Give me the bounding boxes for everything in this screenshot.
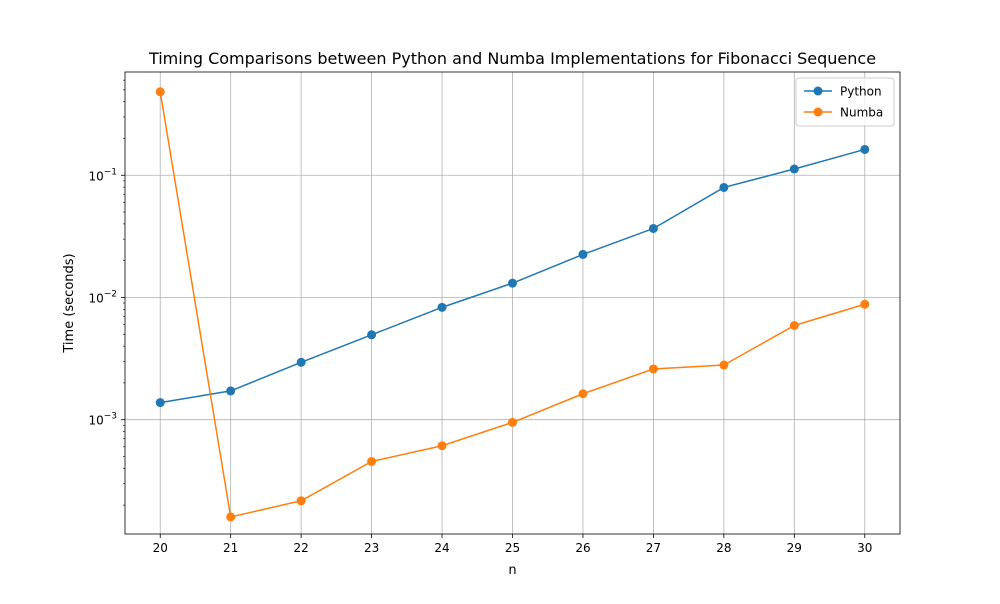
x-tick-label: 22 xyxy=(293,541,308,555)
data-point-python xyxy=(508,278,517,288)
x-tick-label: 29 xyxy=(787,541,802,555)
y-tick-label: 10−2 xyxy=(88,289,117,305)
x-tick-label: 28 xyxy=(716,541,731,555)
data-point-python xyxy=(648,223,658,233)
y-tick-label: 10−3 xyxy=(88,412,117,428)
data-point-numba xyxy=(648,364,658,374)
chart-title: Timing Comparisons between Python and Nu… xyxy=(148,49,876,68)
data-point-numba xyxy=(437,441,447,451)
legend-label: Python xyxy=(840,85,882,99)
x-tick-label: 26 xyxy=(575,541,590,555)
data-point-python xyxy=(860,144,870,154)
legend-label: Numba xyxy=(840,106,883,120)
data-point-python xyxy=(578,249,588,259)
series-layer xyxy=(155,87,870,522)
data-point-numba xyxy=(508,417,517,427)
data-point-numba xyxy=(155,87,165,97)
legend-marker xyxy=(813,107,823,117)
data-point-python xyxy=(226,386,236,396)
legend: Python Numba xyxy=(795,77,895,127)
x-axis-label: n xyxy=(508,563,516,578)
y-axis-label: Time (seconds) xyxy=(62,253,77,353)
data-point-numba xyxy=(578,389,588,399)
x-tick-label: 20 xyxy=(153,541,168,555)
legend-marker xyxy=(813,86,823,96)
data-point-python xyxy=(155,398,165,408)
data-point-numba xyxy=(367,456,377,466)
data-point-python xyxy=(719,182,729,192)
data-point-numba xyxy=(789,320,799,330)
data-point-numba xyxy=(860,299,870,309)
y-tick-label: 10−1 xyxy=(88,167,117,183)
x-tick-label: 25 xyxy=(505,541,520,555)
tick-layer: 20 21 22 23 24 25 26 27 28 29 30 10−3 10−2 10−1 xyxy=(88,79,872,555)
data-point-python xyxy=(367,330,377,340)
data-point-python xyxy=(296,357,306,367)
x-tick-label: 27 xyxy=(646,541,661,555)
data-point-python xyxy=(437,302,447,312)
x-tick-label: 21 xyxy=(223,541,238,555)
plot-frame xyxy=(124,71,901,535)
x-tick-label: 30 xyxy=(857,541,872,555)
grid-layer xyxy=(125,72,900,534)
data-point-numba xyxy=(226,512,236,522)
data-point-numba xyxy=(719,360,729,370)
data-point-python xyxy=(789,164,799,174)
x-tick-label: 23 xyxy=(364,541,379,555)
x-tick-label: 24 xyxy=(434,541,449,555)
data-point-numba xyxy=(296,496,306,506)
